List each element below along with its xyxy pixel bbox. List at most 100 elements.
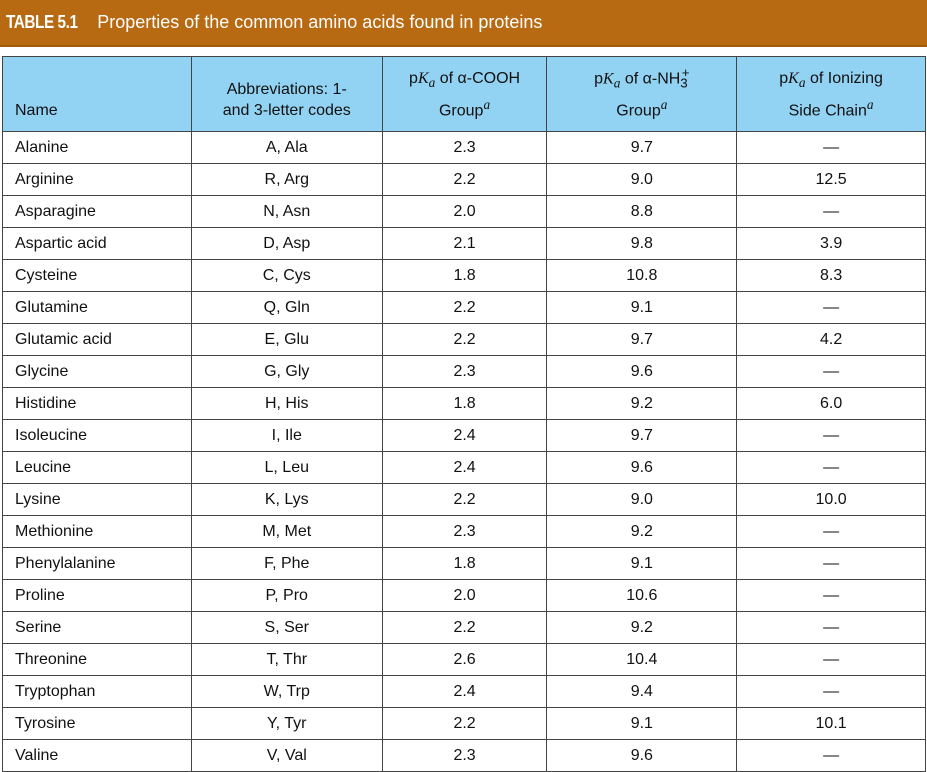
- cell-pka-cooh: 2.2: [381, 323, 548, 356]
- cell-abbreviation: S, Ser: [190, 611, 383, 644]
- cell-name: Aspartic acid: [2, 227, 192, 260]
- header-pka-side-chain: pKa of Ionizing Side Chaina: [736, 56, 926, 132]
- cell-pka-side-chain: 4.2: [736, 323, 926, 356]
- header-name: Name: [2, 56, 192, 132]
- cell-abbreviation: Y, Tyr: [190, 707, 383, 740]
- cell-pka-nh3: 9.6: [546, 355, 738, 388]
- cell-pka-cooh: 2.2: [381, 291, 548, 324]
- table-row: Proline P, Pro 2.0 10.6—: [2, 579, 926, 612]
- cell-pka-side-chain: 12.5: [736, 163, 926, 196]
- cell-pka-side-chain: —: [736, 675, 926, 708]
- cell-name: Alanine: [2, 131, 192, 164]
- table-row: Histidine H, His 1.8 9.2 6.0: [2, 387, 926, 420]
- table-row: Glycine G, Gly 2.3 9.6—: [2, 355, 926, 388]
- header-pka-cooh: pKa of α-COOH Groupa: [381, 56, 548, 132]
- cell-pka-side-chain: 10.0: [736, 483, 926, 516]
- cell-pka-side-chain: —: [736, 419, 926, 452]
- cell-abbreviation: L, Leu: [190, 451, 383, 484]
- cell-pka-nh3: 8.8: [546, 195, 738, 228]
- cell-pka-side-chain: —: [736, 643, 926, 676]
- cell-name: Methionine: [2, 515, 192, 548]
- cell-pka-cooh: 2.2: [381, 611, 548, 644]
- cell-pka-side-chain: 8.3: [736, 259, 926, 292]
- cell-name: Glycine: [2, 355, 192, 388]
- cell-pka-nh3: 9.4: [546, 675, 738, 708]
- cell-pka-nh3: 9.7: [546, 419, 738, 452]
- cell-name: Tryptophan: [2, 675, 192, 708]
- cell-abbreviation: I, Ile: [190, 419, 383, 452]
- cell-pka-side-chain: 6.0: [736, 387, 926, 420]
- table-number: TABLE 5.1: [6, 12, 78, 32]
- table-row: Isoleucine I, Ile 2.4 9.7—: [2, 419, 926, 452]
- cell-pka-cooh: 2.3: [381, 355, 548, 388]
- cell-name: Cysteine: [2, 259, 192, 292]
- cell-pka-nh3: 9.8: [546, 227, 738, 260]
- cell-abbreviation: P, Pro: [190, 579, 383, 612]
- cell-name: Lysine: [2, 483, 192, 516]
- cell-pka-side-chain: —: [736, 579, 926, 612]
- cell-name: Histidine: [2, 387, 192, 420]
- cell-pka-nh3: 9.1: [546, 547, 738, 580]
- cell-pka-side-chain: —: [736, 291, 926, 324]
- cell-name: Isoleucine: [2, 419, 192, 452]
- cell-pka-nh3: 9.1: [546, 291, 738, 324]
- table-row: Arginine R, Arg 2.2 9.0 12.5: [2, 163, 926, 196]
- table-row: Alanine A, Ala 2.3 9.7—: [2, 131, 926, 164]
- cell-pka-nh3: 9.2: [546, 515, 738, 548]
- cell-pka-side-chain: —: [736, 611, 926, 644]
- table-row: Aspartic acid D, Asp 2.1 9.8 3.9: [2, 227, 926, 260]
- table-row: Methionine M, Met 2.3 9.2—: [2, 515, 926, 548]
- header-pka-nh3: pKa of α-NH3+ Groupa: [546, 56, 738, 132]
- cell-pka-nh3: 9.6: [546, 451, 738, 484]
- cell-pka-cooh: 2.3: [381, 131, 548, 164]
- cell-pka-nh3: 9.2: [546, 611, 738, 644]
- cell-pka-nh3: 9.2: [546, 387, 738, 420]
- cell-abbreviation: H, His: [190, 387, 383, 420]
- cell-name: Phenylalanine: [2, 547, 192, 580]
- cell-pka-side-chain: —: [736, 195, 926, 228]
- cell-pka-cooh: 2.4: [381, 451, 548, 484]
- cell-pka-cooh: 2.6: [381, 643, 548, 676]
- cell-pka-cooh: 2.1: [381, 227, 548, 260]
- cell-abbreviation: T, Thr: [190, 643, 383, 676]
- cell-pka-side-chain: —: [736, 131, 926, 164]
- cell-pka-cooh: 2.3: [381, 515, 548, 548]
- cell-abbreviation: Q, Gln: [190, 291, 383, 324]
- table-row: Threonine T, Thr 2.6 10.4—: [2, 643, 926, 676]
- cell-abbreviation: D, Asp: [190, 227, 383, 260]
- table-row: Asparagine N, Asn 2.0 8.8—: [2, 195, 926, 228]
- cell-abbreviation: K, Lys: [190, 483, 383, 516]
- cell-pka-side-chain: 3.9: [736, 227, 926, 260]
- header-abbreviations: Abbreviations: 1- and 3-letter codes: [190, 56, 383, 132]
- cell-name: Asparagine: [2, 195, 192, 228]
- cell-abbreviation: W, Trp: [190, 675, 383, 708]
- cell-name: Proline: [2, 579, 192, 612]
- cell-abbreviation: A, Ala: [190, 131, 383, 164]
- cell-name: Glutamine: [2, 291, 192, 324]
- amino-acid-table: Name Abbreviations: 1- and 3-letter codes…: [2, 56, 926, 772]
- cell-pka-nh3: 10.8: [546, 259, 738, 292]
- cell-name: Threonine: [2, 643, 192, 676]
- cell-abbreviation: M, Met: [190, 515, 383, 548]
- table-row: Glutamic acid E, Glu 2.2 9.7 4.2: [2, 323, 926, 356]
- table-row: Tryptophan W, Trp 2.4 9.4—: [2, 675, 926, 708]
- cell-pka-nh3: 10.4: [546, 643, 738, 676]
- cell-pka-nh3: 9.1: [546, 707, 738, 740]
- cell-name: Serine: [2, 611, 192, 644]
- table-title-bar: TABLE 5.1 Properties of the common amino…: [0, 0, 927, 47]
- cell-name: Glutamic acid: [2, 323, 192, 356]
- cell-pka-cooh: 2.2: [381, 163, 548, 196]
- cell-pka-cooh: 1.8: [381, 547, 548, 580]
- table-row: Phenylalanine F, Phe 1.8 9.1—: [2, 547, 926, 580]
- cell-abbreviation: C, Cys: [190, 259, 383, 292]
- table-row: Cysteine C, Cys 1.8 10.8 8.3: [2, 259, 926, 292]
- cell-pka-nh3: 9.0: [546, 483, 738, 516]
- cell-name: Arginine: [2, 163, 192, 196]
- cell-pka-cooh: 2.4: [381, 419, 548, 452]
- cell-pka-cooh: 2.2: [381, 483, 548, 516]
- cell-pka-nh3: 9.0: [546, 163, 738, 196]
- table-row: Leucine L, Leu 2.4 9.6—: [2, 451, 926, 484]
- cell-abbreviation: E, Glu: [190, 323, 383, 356]
- cell-pka-side-chain: —: [736, 451, 926, 484]
- cell-abbreviation: R, Arg: [190, 163, 383, 196]
